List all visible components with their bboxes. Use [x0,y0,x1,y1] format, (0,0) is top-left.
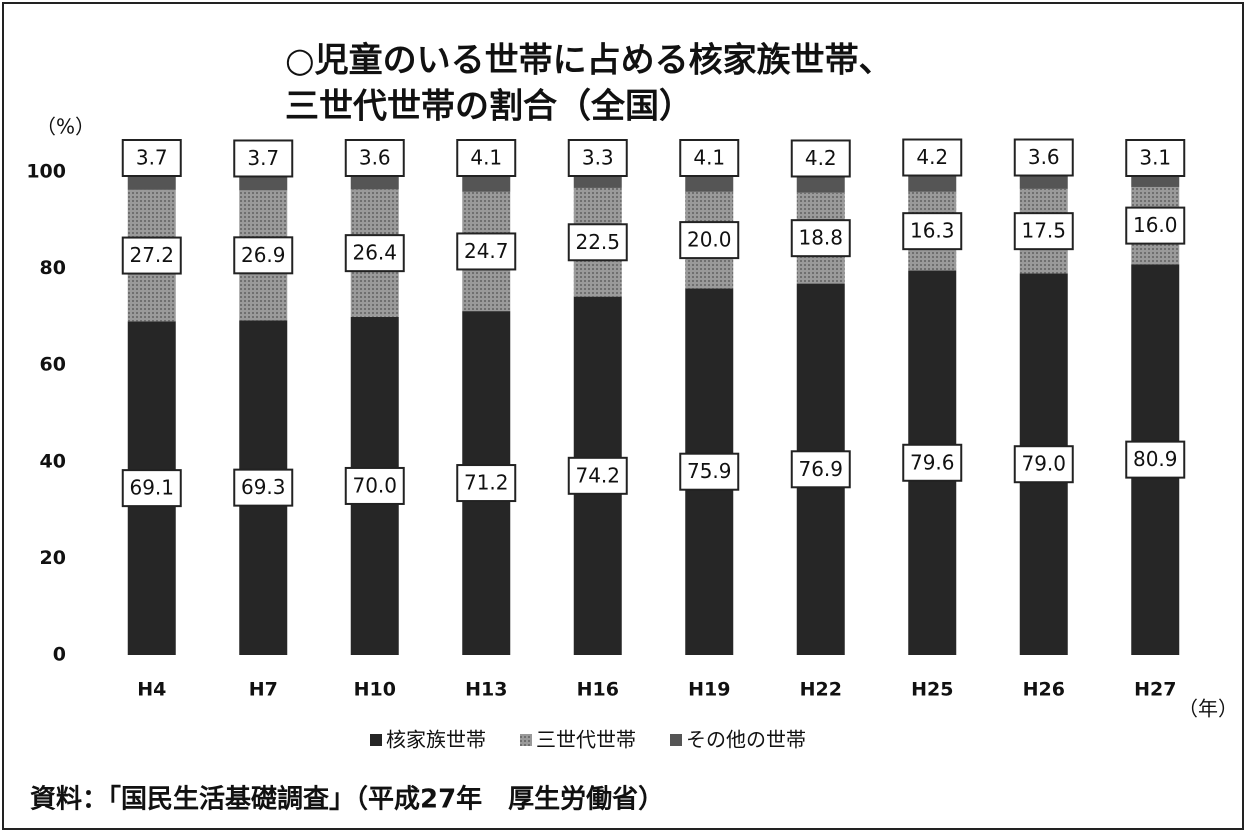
value-label-box [233,236,294,275]
value-label: 69.1 [129,476,174,500]
value-label: 27.2 [129,243,174,267]
value-label: 75.9 [687,459,732,483]
value-label-box [790,139,851,178]
value-label-box [902,138,963,177]
legend-label: 三世代世帯 [536,728,636,752]
x-tick-label: H13 [465,679,507,701]
y-axis-label: （%） [36,115,95,139]
x-tick-label: H25 [911,679,953,701]
value-label: 79.6 [910,450,955,474]
legend-label: 核家族世帯 [386,728,486,752]
value-label-box [233,139,294,178]
value-label-box [121,469,182,508]
value-label: 69.3 [241,475,286,499]
value-label-box [902,212,963,251]
value-label: 20.0 [687,228,732,252]
value-label: 4.1 [693,146,725,170]
value-label-box [456,232,517,271]
legend-swatch [370,734,382,746]
value-label: 70.0 [352,473,397,497]
bar-segment [908,171,957,192]
value-label-box [1125,440,1186,479]
value-label-box [1013,212,1074,251]
value-label-box [1013,138,1074,177]
value-label: 79.0 [1021,452,1066,476]
value-label: 3.6 [359,146,391,170]
value-label: 16.3 [910,219,955,243]
y-tick-label: 60 [40,354,66,376]
value-label-box [456,139,517,177]
bar-segment [796,172,845,193]
y-tick-label: 0 [53,644,66,666]
x-tick-label: H10 [354,679,396,701]
value-label-box [679,221,740,260]
value-label-box [679,452,740,491]
value-label: 3.7 [136,146,168,170]
y-tick-label: 100 [26,161,66,183]
legend-label: その他の世帯 [686,728,806,752]
value-label-box [790,450,851,489]
value-label-box [344,139,405,177]
value-label: 74.2 [575,463,620,487]
x-tick-label: H22 [800,679,842,701]
value-label-box [902,443,963,482]
x-tick-label: H16 [577,679,619,701]
source: 資料：「国民生活基礎調査」（平成27年 厚生労働省） [30,784,664,815]
value-label: 4.1 [470,146,502,170]
value-label-box [1125,206,1186,245]
value-label: 18.8 [798,226,843,250]
value-label-box [567,139,628,177]
value-label: 80.9 [1133,447,1178,471]
value-label-box [790,219,851,258]
value-label: 3.3 [582,146,614,170]
value-label: 24.7 [464,239,509,263]
value-label: 4.2 [805,146,837,170]
x-tick-label: H7 [249,679,278,701]
value-label: 4.2 [916,145,948,169]
value-label: 16.0 [1133,213,1178,237]
value-label: 76.9 [798,457,843,481]
value-label: 3.6 [1028,145,1060,169]
value-label-box [679,139,740,177]
value-label-box [567,456,628,495]
y-tick-label: 20 [40,547,66,569]
y-tick-label: 40 [40,450,66,472]
x-tick-label: H4 [137,679,166,701]
value-label: 71.2 [464,471,509,495]
value-label: 26.4 [352,241,397,265]
x-tick-label: H19 [688,679,730,701]
value-label-box [456,464,517,503]
value-label-box [121,139,182,177]
value-label-box [233,468,294,507]
chart-title: 三世代世帯の割合（全国） [285,87,693,127]
value-label-box [344,466,405,505]
value-label: 17.5 [1021,219,1066,243]
value-label: 3.7 [247,146,279,170]
value-label-box [567,223,628,262]
value-label-box [344,234,405,273]
legend-swatch [520,734,532,746]
value-label: 3.1 [1139,146,1171,170]
chart-title: ○児童のいる世帯に占める核家族世帯、 [285,41,893,81]
value-label-box [1013,445,1074,484]
value-label: 26.9 [241,243,286,267]
y-tick-label: 80 [40,257,66,279]
value-label-box [121,236,182,275]
x-axis-label: （年） [1178,697,1238,721]
value-label-box [1125,139,1186,177]
x-tick-label: H27 [1134,679,1176,701]
x-tick-label: H26 [1023,679,1065,701]
value-label: 22.5 [575,230,620,254]
legend-swatch [670,734,682,746]
